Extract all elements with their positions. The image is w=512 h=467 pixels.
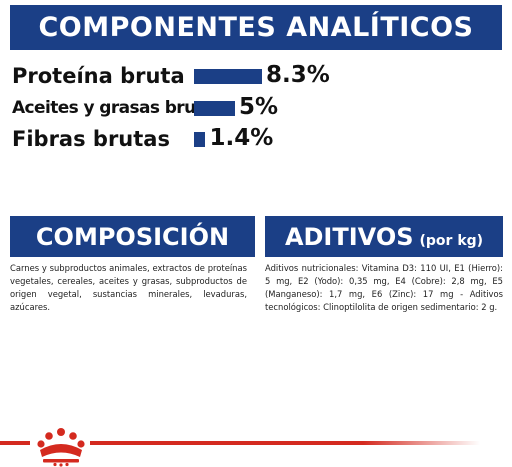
additives-title-suffix: (por kg)	[419, 232, 484, 249]
additives-title: ADITIVOS	[284, 222, 414, 251]
nutrient-label: Proteína bruta	[12, 64, 185, 88]
nutrient-bar	[194, 132, 206, 147]
analytic-components-title: COMPONENTES ANALÍTICOS	[38, 12, 474, 43]
crown-icon	[37, 428, 85, 467]
additives-banner: ADITIVOS (por kg)	[265, 216, 503, 257]
nutrient-value: 1.4%	[209, 125, 274, 151]
additives-text: Aditivos nutricionales: Vitamina D3: 110…	[265, 263, 503, 312]
footer-line-right	[90, 441, 480, 445]
nutrient-bar	[194, 69, 263, 84]
nutrient-value: 5%	[239, 94, 279, 120]
nutrient-label: Aceites y grasas brutos	[12, 98, 224, 118]
composition-banner: COMPOSICIÓN	[10, 216, 255, 257]
composition-text: Carnes y subproductos animales, extracto…	[10, 263, 247, 312]
nutrient-bar	[194, 101, 235, 116]
composition-title: COMPOSICIÓN	[35, 222, 230, 251]
nutrient-value: 8.3%	[266, 62, 330, 88]
nutrient-label: Fibras brutas	[12, 127, 170, 151]
footer-line-left	[0, 441, 30, 445]
analytic-components-banner: COMPONENTES ANALÍTICOS	[10, 5, 502, 50]
